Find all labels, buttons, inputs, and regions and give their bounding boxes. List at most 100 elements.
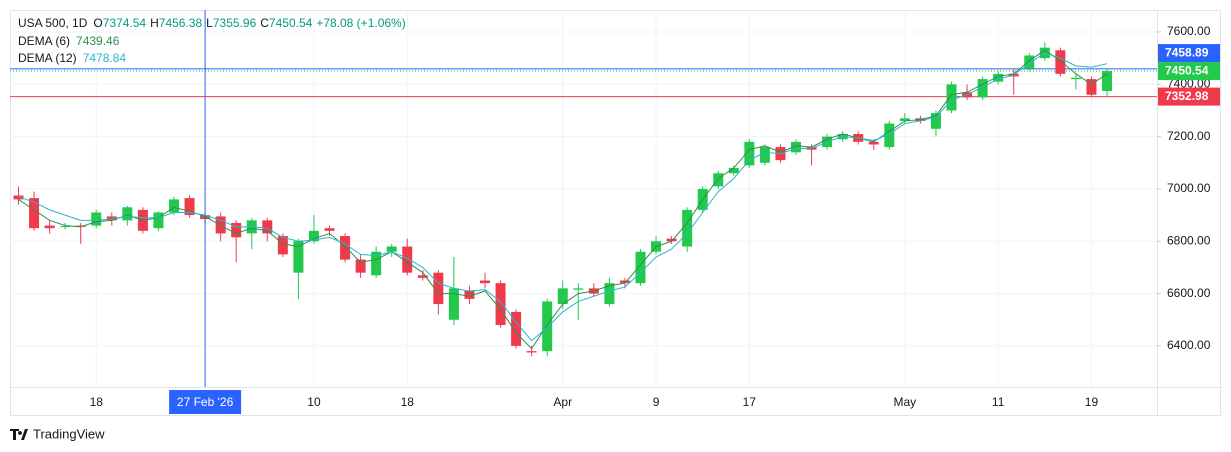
candle-body <box>635 251 646 284</box>
candle-body <box>619 280 630 284</box>
price-label: 7450.54 <box>1165 63 1209 77</box>
candle-body <box>1024 55 1035 69</box>
candle-body <box>355 259 366 273</box>
ohlc-value: 7355.96 <box>213 16 257 30</box>
brand-name: TradingView <box>33 426 105 441</box>
x-tick-label: 18 <box>90 395 104 409</box>
y-tick-label: 7600.00 <box>1167 24 1211 38</box>
x-tick-label: 18 <box>401 395 415 409</box>
candle-body <box>993 73 1004 82</box>
price-label: 7352.98 <box>1165 89 1209 103</box>
crosshair-label: 27 Feb '26 <box>177 395 234 409</box>
x-tick-label: May <box>894 395 917 409</box>
candle-body <box>44 225 55 229</box>
candle-body <box>184 198 195 216</box>
candle-body <box>215 216 226 234</box>
candle-body <box>231 222 242 238</box>
candle-body <box>106 216 117 221</box>
price-label-bg <box>1158 62 1220 81</box>
candle-body <box>884 123 895 148</box>
candle-body <box>682 209 693 247</box>
candle-body <box>573 288 584 290</box>
candle-body <box>122 207 133 221</box>
candle-body <box>666 238 677 242</box>
candle-body <box>60 226 71 228</box>
legend-row: DEMA (12) 7478.84 <box>18 51 126 65</box>
candle-body <box>277 236 288 255</box>
x-tick-label: 9 <box>653 395 660 409</box>
candle-body <box>386 246 397 252</box>
candle-body <box>324 228 335 231</box>
candle-body <box>293 241 304 273</box>
price-label: 7458.89 <box>1165 45 1209 59</box>
candle-body <box>557 288 568 305</box>
candle-body <box>29 198 40 229</box>
candle-body <box>604 283 615 305</box>
candle-body <box>868 141 879 145</box>
y-tick-label: 6800.00 <box>1167 233 1211 247</box>
candle-body <box>899 118 910 121</box>
candle-body <box>946 84 957 111</box>
candle-body <box>1102 71 1112 91</box>
candle-body <box>308 230 319 242</box>
change: +78.08 (+1.06%) <box>316 16 405 30</box>
candle-body <box>371 251 382 276</box>
legend-value: 7478.84 <box>83 51 127 65</box>
candle-body <box>713 173 724 187</box>
candle-body <box>1070 77 1081 80</box>
x-tick-label: 17 <box>743 395 757 409</box>
candle-body <box>402 246 413 273</box>
ohlc-letter: C <box>260 16 269 30</box>
y-tick-label: 6400.00 <box>1167 338 1211 352</box>
candle-body <box>340 236 351 260</box>
y-tick-label: 7000.00 <box>1167 181 1211 195</box>
candle-body <box>464 290 475 299</box>
candle-body <box>728 168 739 174</box>
candle-body <box>1086 79 1097 95</box>
brand: TradingView <box>10 426 105 441</box>
plot-area <box>10 10 1157 387</box>
candle-body <box>13 195 24 200</box>
y-tick-label: 6600.00 <box>1167 286 1211 300</box>
y-tick-label: 7200.00 <box>1167 129 1211 143</box>
x-tick-label: Apr <box>553 395 572 409</box>
candle-body <box>930 113 941 129</box>
candle-body <box>417 275 428 278</box>
frame <box>10 10 1221 416</box>
candle-body <box>1055 50 1066 74</box>
candle-body <box>759 147 770 163</box>
price-label-bg <box>1158 44 1220 63</box>
candle-body <box>526 351 537 353</box>
indicator-line <box>18 52 1108 342</box>
candle-body <box>169 199 179 213</box>
candle-body <box>433 272 444 305</box>
legend-name: DEMA (12) <box>18 51 77 65</box>
candle-body <box>75 225 86 227</box>
candle-body <box>744 141 755 166</box>
price-label-bg <box>1158 87 1220 106</box>
candle-body <box>495 283 506 325</box>
candle-body <box>262 220 273 234</box>
ohlc-value: 7450.54 <box>269 16 313 30</box>
crosshair-label-bg <box>169 390 242 414</box>
ohlc-value: 7374.54 <box>103 16 147 30</box>
legend-row: USA 500, 1D O7374.54 H7456.38 L7355.96 C7450… <box>18 16 406 30</box>
candle-body <box>448 288 459 320</box>
candle-body <box>511 311 522 346</box>
x-tick-label: 11 <box>992 395 1005 409</box>
candle-body <box>153 212 164 229</box>
legend-name: DEMA (6) <box>18 34 70 48</box>
legend-value: 7439.46 <box>76 34 120 48</box>
ohlc-value: 7456.38 <box>159 16 203 30</box>
candle-body <box>480 280 490 284</box>
candle-body <box>91 212 102 226</box>
ohlc-letter: H <box>150 16 159 30</box>
x-tick-label: 10 <box>307 395 321 409</box>
candle-body <box>542 301 553 352</box>
ohlc-letter: L <box>206 16 213 30</box>
candle-body <box>977 79 988 98</box>
brand-logo <box>10 429 28 440</box>
symbol: USA 500, 1D <box>18 16 88 30</box>
